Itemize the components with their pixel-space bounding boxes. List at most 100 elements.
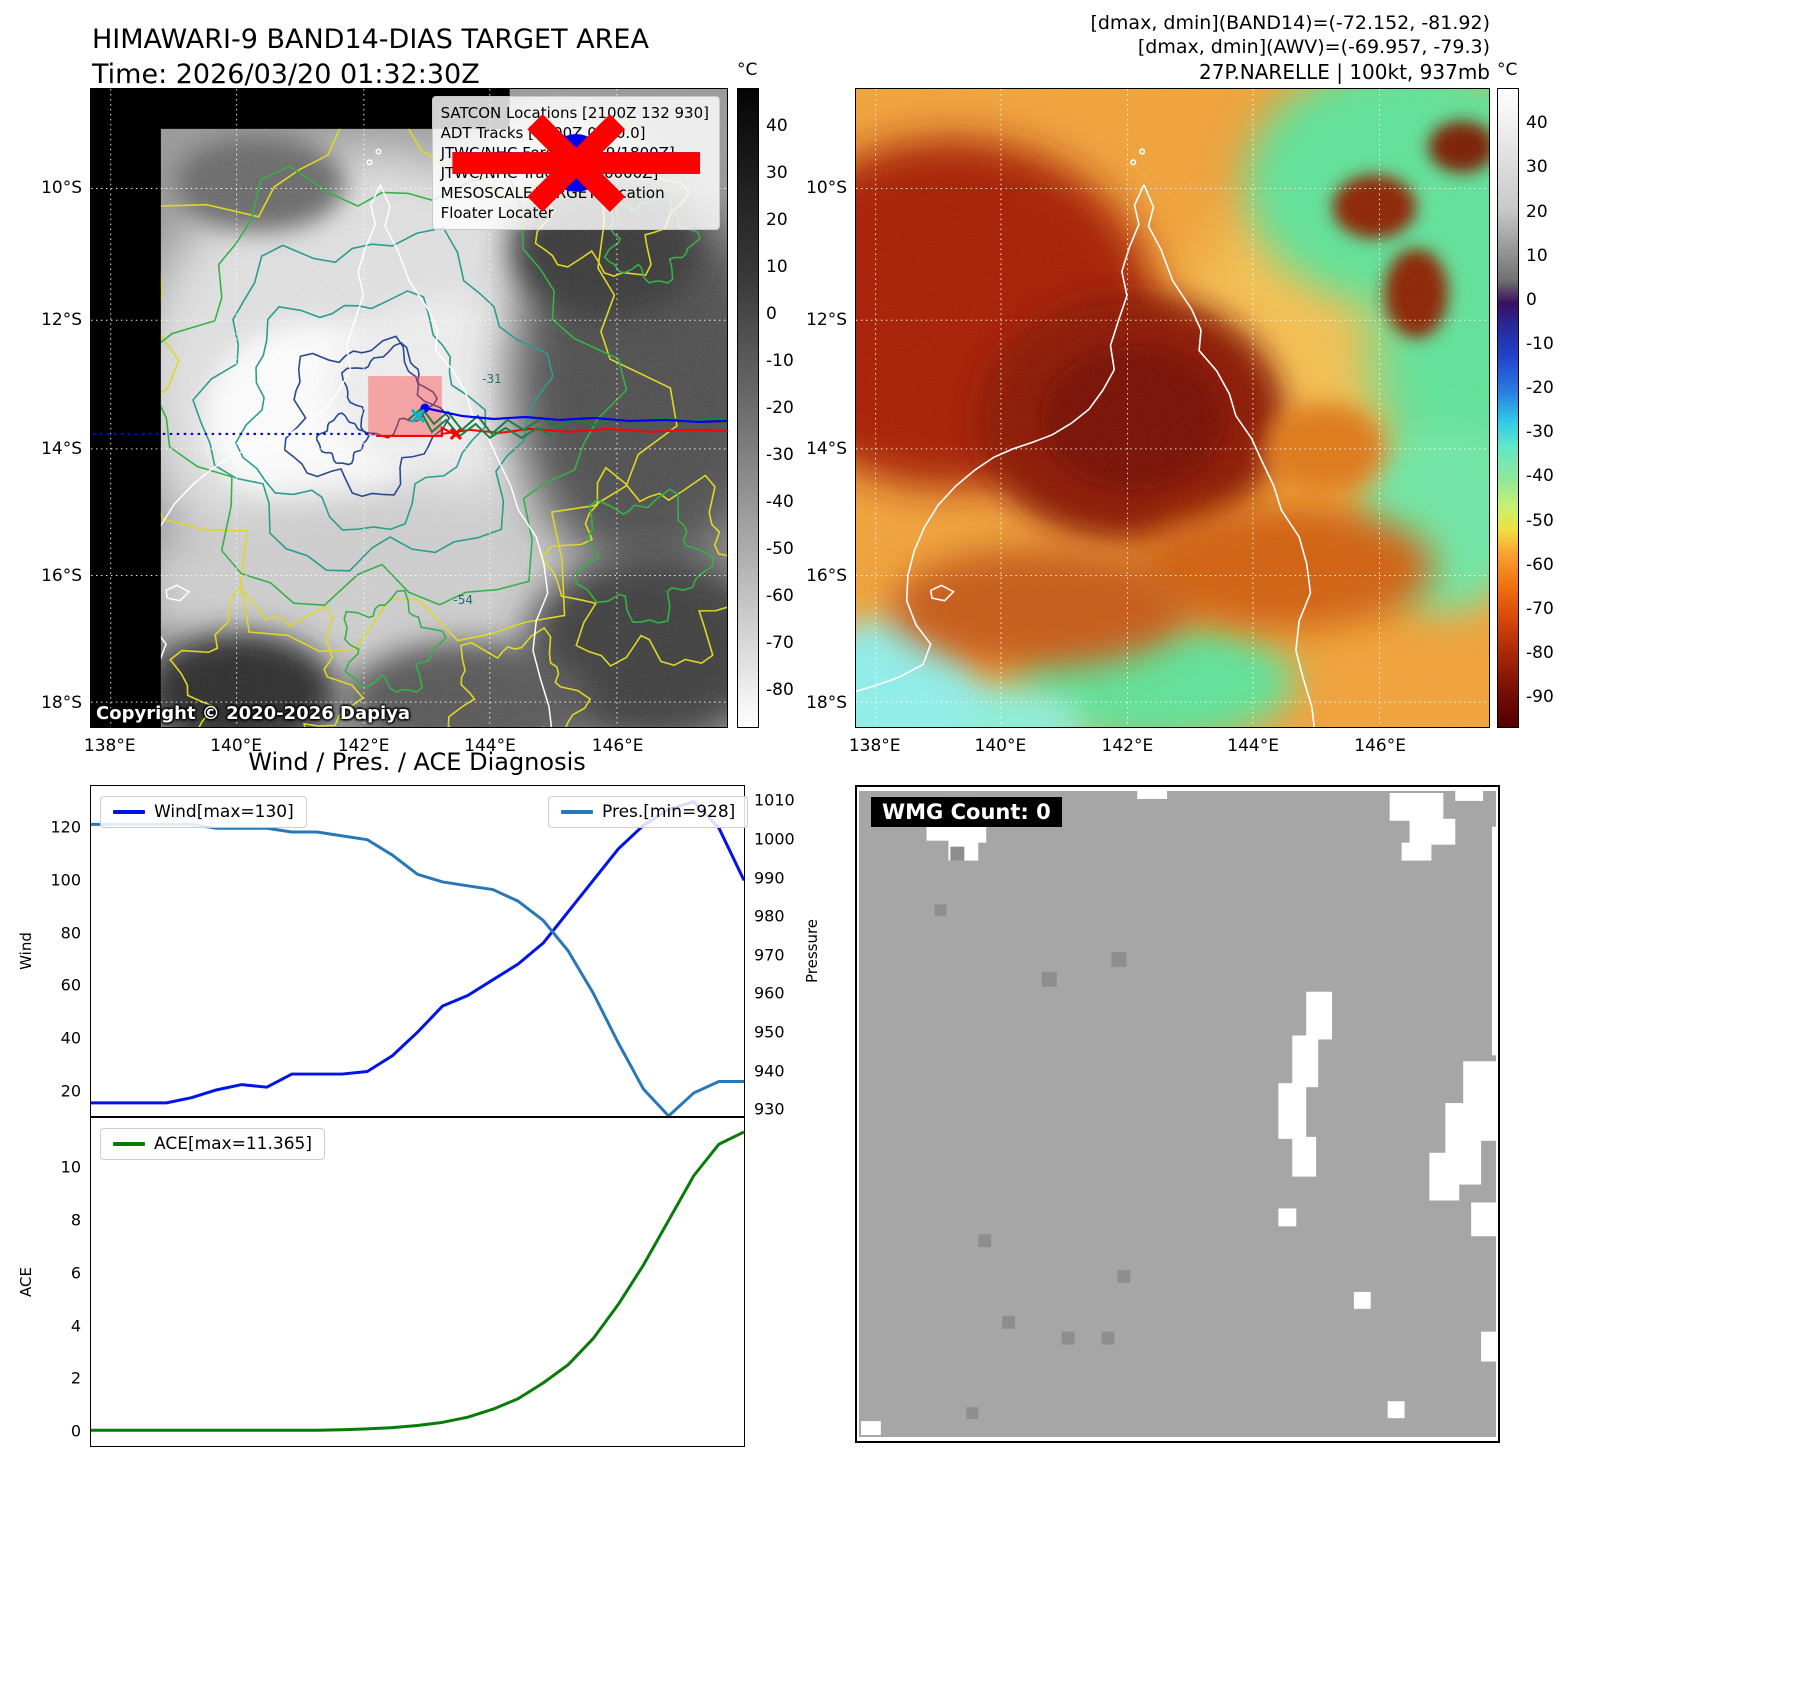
awv-map	[855, 88, 1490, 728]
floater-line-east	[441, 427, 727, 435]
awv-colorbar	[1497, 88, 1519, 728]
pressure-tick-label: 950	[754, 1022, 785, 1042]
band14-map: SATCON Locations [2100Z 132 930] ADT Tra…	[90, 88, 728, 728]
lon-tick-label: 138°E	[848, 736, 901, 756]
wind-tick-label: 20	[60, 1081, 81, 1101]
ace-tick-label: 0	[70, 1421, 81, 1441]
diagnosis-title: Wind / Pres. / ACE Diagnosis	[248, 748, 586, 776]
target-area-box	[368, 376, 442, 436]
ace-chart	[90, 1117, 745, 1447]
copyright-text: Copyright © 2020-2026 Dapiya	[96, 703, 411, 724]
lat-tick-label: 16°S	[806, 566, 847, 586]
legend-label-floater: Floater Locater	[440, 204, 554, 222]
colorbar-tick-label: -60	[766, 586, 794, 607]
pressure-tick-label: 990	[754, 868, 785, 888]
awv-colorbar-unit: °C	[1497, 60, 1518, 80]
colorbar-tick-label: -60	[1526, 554, 1554, 575]
colorbar-tick-label: -80	[766, 680, 794, 701]
colorbar-tick-label: -40	[1526, 466, 1554, 487]
legend-label-satcon: SATCON Locations [2100Z 132 930]	[440, 104, 709, 122]
wind-series-line	[91, 800, 744, 1105]
ace-tick-label: 2	[70, 1368, 81, 1388]
lat-tick-label: 18°S	[41, 693, 82, 714]
contour-value-label: -54	[453, 593, 474, 607]
awv-header-line1: [dmax, dmin](BAND14)=(-72.152, -81.92)	[1090, 12, 1490, 34]
adt-track-line-2	[419, 409, 553, 440]
colorbar-tick-label: 20	[1526, 201, 1548, 222]
lon-tick-label: 142°E	[1101, 736, 1154, 756]
lat-tick-label: 12°S	[41, 310, 82, 330]
awv-satellite-image	[856, 89, 1489, 727]
ace-legend: ACE[max=11.365]	[100, 1128, 325, 1160]
lon-tick-label: 146°E	[1354, 736, 1406, 756]
latlon-grid	[856, 89, 1489, 727]
colorbar-tick-label: -70	[766, 633, 794, 654]
lon-tick-label: 146°E	[591, 736, 644, 756]
lat-tick-label: 10°S	[806, 177, 847, 198]
satcon-x-marker	[410, 408, 426, 424]
colorbar-tick-label: 20	[766, 209, 788, 230]
jtwc-track-line	[424, 406, 727, 424]
band14-colorbar-unit: °C	[737, 60, 758, 80]
wind-tick-label: 40	[60, 1028, 81, 1048]
ace-legend-label: ACE[max=11.365]	[154, 1134, 312, 1154]
pres-series-line	[91, 822, 744, 1116]
ace-tick-label: 6	[70, 1263, 81, 1283]
lon-tick-label: 144°E	[464, 736, 516, 756]
ace-series-line	[91, 1130, 744, 1432]
awv-header: [dmax, dmin](BAND14)=(-72.152, -81.92) […	[1090, 12, 1490, 85]
pressure-tick-label: 930	[754, 1099, 785, 1119]
pressure-tick-label: 1000	[754, 829, 795, 849]
wmg-panel: WMG Count: 0	[855, 785, 1500, 1443]
wind-tick-label: 60	[60, 975, 81, 995]
lon-tick-label: 140°E	[210, 736, 262, 756]
colorbar-tick-label: -40	[766, 492, 794, 513]
colorbar-tick-label: 40	[766, 115, 788, 136]
band14-title-block: HIMAWARI-9 BAND14-DIAS TARGET AREA Time:…	[92, 22, 649, 92]
contour-value-label: -31	[482, 372, 502, 387]
colorbar-tick-label: -70	[1526, 598, 1554, 619]
lon-tick-label: 138°E	[83, 736, 136, 756]
wind-legend: Wind[max=130]	[100, 796, 307, 828]
band14-colorbar	[737, 88, 759, 728]
pressure-tick-label: 960	[754, 983, 785, 1003]
pres-legend: Pres.[min=928]	[548, 796, 749, 828]
colorbar-tick-label: -20	[1526, 378, 1554, 399]
colorbar-tick-label: -30	[766, 445, 794, 466]
pressure-tick-label: 1010	[754, 790, 795, 810]
awv-header-line2: [dmax, dmin](AWV)=(-69.957, -79.3)	[1137, 35, 1490, 58]
lat-tick-label: 12°S	[806, 310, 847, 330]
floater-line	[376, 426, 455, 438]
band14-title: HIMAWARI-9 BAND14-DIAS TARGET AREA	[92, 24, 649, 55]
lon-tick-label: 140°E	[974, 736, 1027, 756]
ace-plot-area	[91, 1130, 744, 1432]
storm-name-intensity: 27P.NARELLE | 100kt, 937mb	[1199, 59, 1490, 84]
wind-tick-label: 120	[50, 817, 81, 837]
colorbar-tick-label: -20	[766, 398, 794, 418]
pres-line-icon	[561, 810, 593, 814]
colorbar-tick-label: 10	[766, 256, 788, 277]
lon-tick-label: 142°E	[337, 736, 390, 756]
colorbar-tick-label: 30	[766, 162, 788, 183]
colorbar-tick-label: -30	[1526, 422, 1554, 443]
colorbar-tick-label: -50	[766, 539, 794, 560]
colorbar-tick-label: 0	[1526, 289, 1537, 310]
lat-tick-label: 16°S	[41, 566, 82, 586]
wind-pressure-chart	[90, 785, 745, 1117]
ace-tick-label: 10	[60, 1157, 81, 1177]
wind-axis-label: Wind	[17, 932, 35, 970]
lat-tick-label: 14°S	[41, 438, 82, 459]
ace-axis-label: ACE	[17, 1267, 35, 1297]
wind-pressure-plot-area	[91, 800, 744, 1116]
lat-tick-label: 10°S	[41, 177, 82, 198]
legend-item-floater: Floater Locater	[440, 152, 709, 223]
colorbar-tick-label: -10	[1526, 334, 1554, 354]
colorbar-tick-label: -80	[1526, 642, 1554, 663]
wind-legend-label: Wind[max=130]	[154, 802, 294, 822]
colorbar-tick-label: -50	[1526, 510, 1554, 531]
ace-tick-label: 4	[70, 1316, 81, 1336]
colorbar-tick-label: 40	[1526, 113, 1548, 134]
colorbar-tick-label: -90	[1526, 687, 1554, 708]
pres-legend-label: Pres.[min=928]	[602, 802, 736, 822]
pressure-tick-label: 970	[754, 945, 785, 965]
